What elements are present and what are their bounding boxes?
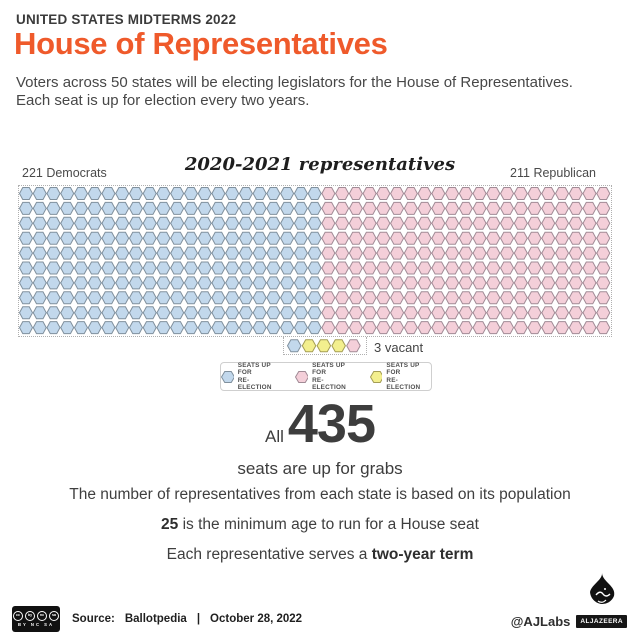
republican-hexagon-icon [295,370,309,383]
legend-label: SEATS UP FOR RE-ELECTION [386,362,421,391]
source-line: Source: Ballotpedia | October 28, 2022 [72,613,302,625]
seat-grid-chart [19,187,611,335]
vacant-hexagon-icon [369,370,383,383]
legend-item-democrats: SEATS UP FOR RE-ELECTION [221,362,282,391]
aljazeera-wordmark: ALJAZEERA [576,615,627,628]
cc-by-icon: by [25,611,35,621]
subtitle: Voters across 50 states will be electing… [16,74,573,109]
source-separator: | [196,613,201,625]
page-title: House of Representatives [14,26,388,61]
fact-population: The number of representatives from each … [69,486,571,503]
cc-license-icons: cc by nc sa [13,611,59,621]
vacant-seats-notch [283,337,367,355]
legend-item-vacant: SEATS UP FOR RE-ELECTION [369,362,431,391]
fact-term-length: Each representative serves a two-year te… [166,546,474,563]
stat-prefix: All [264,427,284,446]
cc-license-label: BY NC SA [18,622,54,627]
republican-count-label: 211 Republican [510,166,596,180]
democrat-hexagon-icon [221,370,234,383]
publish-date: October 28, 2022 [210,613,303,625]
chart-legend: SEATS UP FOR RE-ELECTION SEATS UP FOR RE… [220,362,432,391]
vacant-label: 3 vacant [374,340,424,355]
cc-sa-icon: sa [49,611,59,621]
democrats-count-label: 221 Democrats [22,166,107,180]
legend-item-republican: SEATS UP FOR RE-ELECTION [295,362,356,391]
cc-icon: cc [13,611,23,621]
credit-row: @AJLabs ALJAZEERA [511,614,627,629]
stat-headline: All435 [0,397,640,461]
cc-license-badge: cc by nc sa BY NC SA [12,606,60,632]
total-seats-stat: All435 seats are up for grabs [0,397,640,479]
source-label: Source: [72,613,115,625]
seat-grid-box [18,185,612,337]
kicker: UNITED STATES MIDTERMS 2022 [16,12,237,27]
subtitle-line-1: Voters across 50 states will be electing… [16,74,573,91]
stat-number: 435 [287,394,376,454]
legend-label: SEATS UP FOR RE-ELECTION [312,362,346,391]
fact-minimum-age: 25 is the minimum age to run for a House… [161,516,479,533]
subtitle-line-2: Each seat is up for election every two y… [16,91,310,109]
aljazeera-logo-icon [586,573,618,616]
stat-caption: seats are up for grabs [237,459,403,478]
chart-title: 2020-2021 representatives [184,154,456,175]
source-name: Ballotpedia [124,613,187,625]
vacant-seats-row [287,339,361,353]
ajlabs-credit: @AJLabs [510,614,571,629]
cc-nc-icon: nc [37,611,47,621]
legend-label: SEATS UP FOR RE-ELECTION [237,362,272,391]
